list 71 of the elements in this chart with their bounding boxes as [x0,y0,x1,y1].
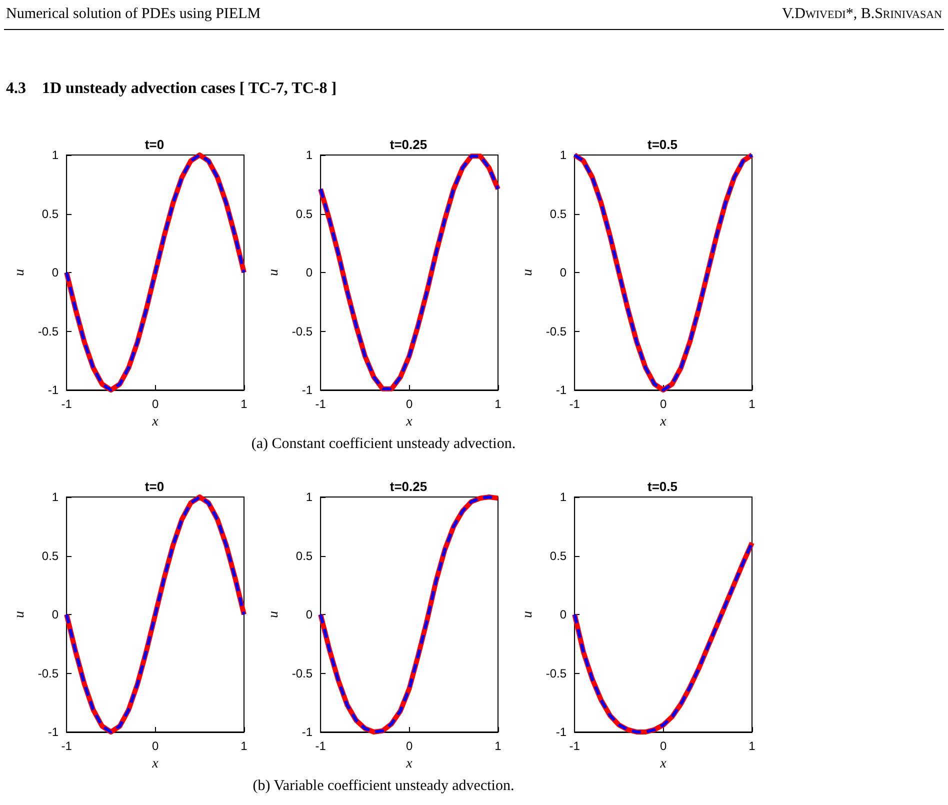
y-tick-label: -0.5 [38,666,59,680]
x-tick-label: 0 [152,397,159,411]
x-tick-label: 0 [406,397,413,411]
chart-title: t=0.5 [648,479,678,494]
x-tick-label: -1 [315,739,326,753]
x-tick-label: -1 [61,397,72,411]
y-tick-label: 1 [52,148,59,162]
y-tick-label: 1 [560,148,567,162]
x-tick-label: 1 [494,397,502,411]
y-tick-label: 1 [560,490,567,504]
x-axis-title: x [659,414,668,430]
y-tick-label: -0.5 [546,666,567,680]
y-tick-label: 1 [306,148,313,162]
y-axis-title: u [520,611,536,618]
y-tick-label: -1 [48,383,59,397]
y-tick-label: 0 [306,608,313,622]
x-axis-title: x [151,756,160,772]
y-tick-label: 0.5 [296,206,313,221]
chart-title: t=0 [144,137,164,152]
y-tick-label: -0.5 [292,324,313,338]
y-tick-label: -1 [302,725,313,739]
text: (a) Constant coefficient unsteady advection. [250,436,517,453]
y-tick-label: 0 [560,266,567,280]
y-tick-label: 0 [560,608,567,622]
y-tick-label: 0.5 [296,548,313,563]
text: V.Dwivedi*, B.Srinivasan [782,6,942,23]
text: Numerical solution of PDEs using PIELM [6,6,261,23]
y-axis-title: u [266,611,282,618]
y-tick-label: -1 [302,383,313,397]
x-tick-label: 1 [240,397,248,411]
y-axis-title: u [12,611,28,618]
x-tick-label: 0 [660,739,667,753]
y-tick-label: 0.5 [42,548,59,563]
x-tick-label: 0 [152,739,159,753]
chart-title: t=0 [144,479,164,494]
x-tick-label: -1 [61,739,72,753]
y-tick-label: 0 [52,608,59,622]
y-axis-title: u [266,269,282,276]
x-tick-label: -1 [569,739,580,753]
x-axis-title: x [659,756,668,772]
x-tick-label: 1 [494,739,502,753]
text: (b) Variable coefficient unsteady advection. [252,778,516,795]
y-tick-label: 1 [306,490,313,504]
x-tick-label: 0 [406,739,413,753]
y-axis-title: u [520,269,536,276]
y-tick-label: -0.5 [546,324,567,338]
y-tick-label: 1 [52,490,59,504]
x-axis-title: x [405,756,414,772]
y-tick-label: -0.5 [292,666,313,680]
x-tick-label: 1 [240,739,248,753]
y-tick-label: -1 [48,725,59,739]
chart-title: t=0.5 [648,137,678,152]
y-tick-label: 0 [52,266,59,280]
x-tick-label: 1 [748,397,756,411]
y-tick-label: 0 [306,266,313,280]
x-tick-label: 0 [660,397,667,411]
y-tick-label: -1 [556,383,567,397]
y-tick-label: 0.5 [550,206,567,221]
chart-title: t=0.25 [390,137,428,152]
x-tick-label: -1 [569,397,580,411]
x-axis-title: x [151,414,160,430]
y-tick-label: 0.5 [550,548,567,563]
x-axis-title: x [405,414,414,430]
y-tick-label: -0.5 [38,324,59,338]
text: 4.3 1D unsteady advection cases [ TC-7, TC-8 ] [6,80,337,98]
x-tick-label: 1 [748,739,756,753]
chart-title: t=0.25 [390,479,428,494]
x-tick-label: -1 [315,397,326,411]
y-tick-label: -1 [556,725,567,739]
y-axis-title: u [12,269,28,276]
y-tick-label: 0.5 [42,206,59,221]
